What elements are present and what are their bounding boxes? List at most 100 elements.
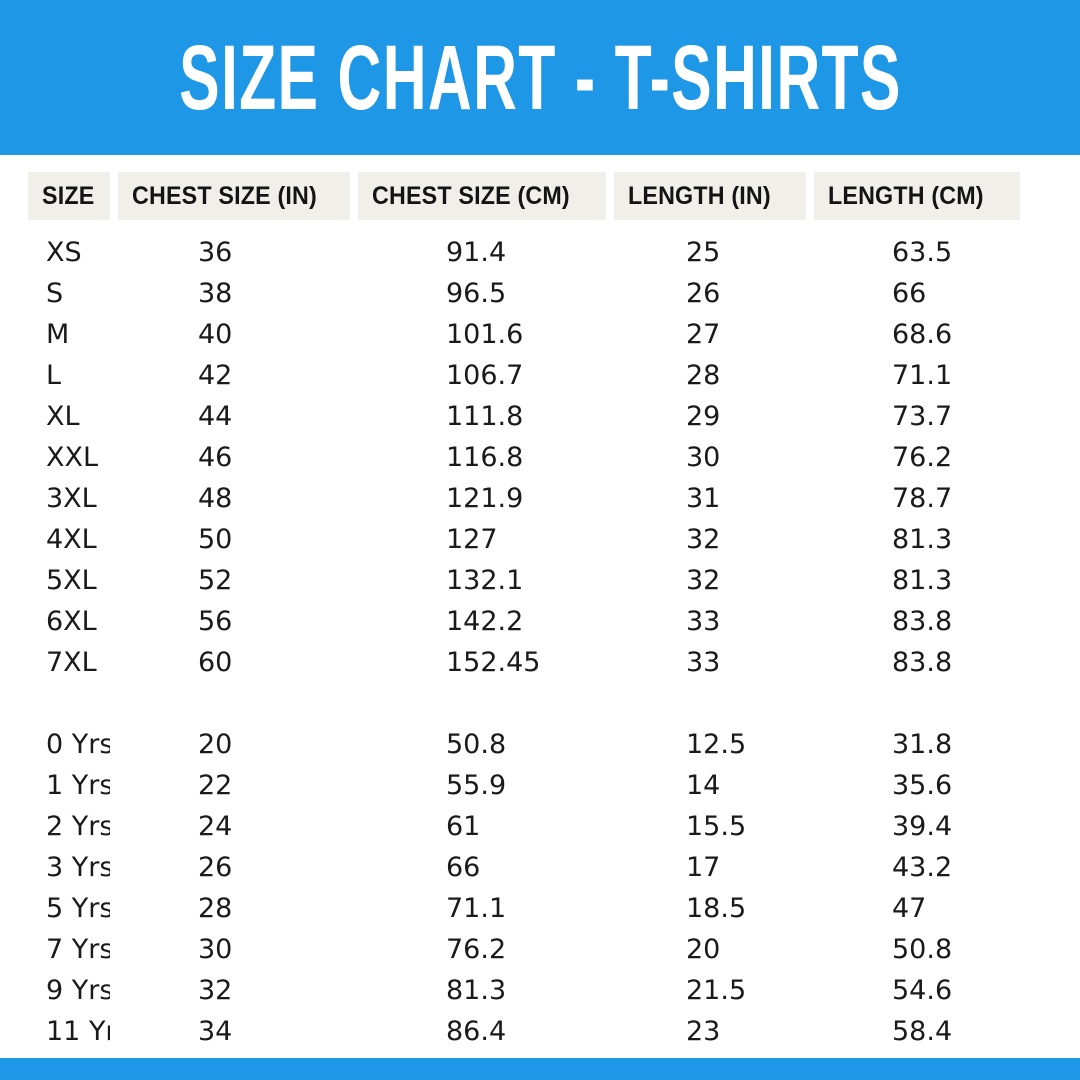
cell-length_cm: 39.4 bbox=[892, 813, 953, 840]
cell-chest_cm: 127 bbox=[446, 526, 498, 553]
cell-chest_in: 40 bbox=[198, 321, 233, 348]
cell-chest_cm: 71.1 bbox=[446, 895, 507, 922]
cell-length_cm: 58.4 bbox=[892, 1018, 953, 1045]
cell-length_in: 31 bbox=[686, 485, 721, 512]
cell-length_in: 28 bbox=[686, 362, 721, 389]
table-row: M 40 101.6 27 68.6 bbox=[28, 314, 1052, 355]
cell-length_in: 25 bbox=[686, 239, 721, 266]
table-row: 1 Yrs 22 55.9 14 35.6 bbox=[28, 765, 1052, 806]
cell-length_in: 26 bbox=[686, 280, 721, 307]
cell-length_in: 32 bbox=[686, 526, 721, 553]
cell-chest_in: 38 bbox=[198, 280, 233, 307]
cell-size: 3 Yrs bbox=[46, 854, 110, 881]
cell-size: XS bbox=[46, 239, 82, 266]
cell-length_in: 14 bbox=[686, 772, 721, 799]
table-row: 5 Yrs 28 71.1 18.5 47 bbox=[28, 888, 1052, 929]
table-row: XXL 46 116.8 30 76.2 bbox=[28, 437, 1052, 478]
table-body: XS 36 91.4 25 63.5 S 38 96.5 26 66 M 40 101.6 27 68.6 L… bbox=[28, 232, 1052, 1052]
column-header-chest-in: CHEST SIZE (IN) bbox=[118, 172, 350, 220]
table-row: 7 Yrs 30 76.2 20 50.8 bbox=[28, 929, 1052, 970]
table-row: L 42 106.7 28 71.1 bbox=[28, 355, 1052, 396]
cell-length_cm: 68.6 bbox=[892, 321, 953, 348]
cell-chest_in: 34 bbox=[198, 1018, 233, 1045]
cell-size: XXL bbox=[46, 444, 99, 471]
cell-chest_cm: 101.6 bbox=[446, 321, 524, 348]
section-spacer bbox=[28, 683, 1052, 724]
table-row: 0 Yrs 20 50.8 12.5 31.8 bbox=[28, 724, 1052, 765]
cell-size: 6XL bbox=[46, 608, 97, 635]
cell-length_cm: 78.7 bbox=[892, 485, 953, 512]
cell-chest_cm: 116.8 bbox=[446, 444, 524, 471]
cell-size: 5 Yrs bbox=[46, 895, 110, 922]
cell-chest_in: 36 bbox=[198, 239, 233, 266]
cell-chest_in: 24 bbox=[198, 813, 233, 840]
cell-size: 4XL bbox=[46, 526, 97, 553]
table-row: XL 44 111.8 29 73.7 bbox=[28, 396, 1052, 437]
cell-chest_cm: 55.9 bbox=[446, 772, 507, 799]
table-row: 4XL 50 127 32 81.3 bbox=[28, 519, 1052, 560]
cell-length_cm: 81.3 bbox=[892, 526, 953, 553]
cell-size: 7XL bbox=[46, 649, 97, 676]
cell-length_in: 32 bbox=[686, 567, 721, 594]
column-header-length-cm: LENGTH (CM) bbox=[814, 172, 1020, 220]
cell-chest_cm: 152.45 bbox=[446, 649, 541, 676]
cell-length_in: 21.5 bbox=[686, 977, 747, 1004]
cell-length_in: 30 bbox=[686, 444, 721, 471]
cell-length_in: 29 bbox=[686, 403, 721, 430]
table-row: 5XL 52 132.1 32 81.3 bbox=[28, 560, 1052, 601]
cell-size: S bbox=[46, 280, 64, 307]
cell-length_in: 27 bbox=[686, 321, 721, 348]
cell-size: 7 Yrs bbox=[46, 936, 110, 963]
cell-length_cm: 73.7 bbox=[892, 403, 953, 430]
cell-size: L bbox=[46, 362, 62, 389]
cell-length_cm: 83.8 bbox=[892, 608, 953, 635]
cell-length_cm: 50.8 bbox=[892, 936, 953, 963]
cell-chest_in: 50 bbox=[198, 526, 233, 553]
page-title: SIZE CHART - T-SHIRTS bbox=[178, 26, 902, 129]
cell-length_cm: 81.3 bbox=[892, 567, 953, 594]
cell-size: M bbox=[46, 321, 70, 348]
cell-length_cm: 76.2 bbox=[892, 444, 953, 471]
table-row: 2 Yrs 24 61 15.5 39.4 bbox=[28, 806, 1052, 847]
cell-length_cm: 66 bbox=[892, 280, 927, 307]
cell-chest_in: 60 bbox=[198, 649, 233, 676]
cell-chest_in: 22 bbox=[198, 772, 233, 799]
column-header-length-in: LENGTH (IN) bbox=[614, 172, 806, 220]
cell-length_in: 15.5 bbox=[686, 813, 747, 840]
cell-chest_in: 52 bbox=[198, 567, 233, 594]
cell-chest_cm: 86.4 bbox=[446, 1018, 507, 1045]
cell-size: XL bbox=[46, 403, 80, 430]
cell-chest_cm: 111.8 bbox=[446, 403, 524, 430]
cell-size: 3XL bbox=[46, 485, 97, 512]
table-row: S 38 96.5 26 66 bbox=[28, 273, 1052, 314]
column-header-chest-cm: CHEST SIZE (CM) bbox=[358, 172, 606, 220]
cell-size: 2 Yrs bbox=[46, 813, 110, 840]
cell-length_cm: 63.5 bbox=[892, 239, 953, 266]
cell-length_in: 17 bbox=[686, 854, 721, 881]
table-row: 3XL 48 121.9 31 78.7 bbox=[28, 478, 1052, 519]
cell-chest_cm: 61 bbox=[446, 813, 481, 840]
cell-chest_cm: 91.4 bbox=[446, 239, 507, 266]
title-bar: SIZE CHART - T-SHIRTS bbox=[0, 0, 1080, 155]
cell-chest_in: 56 bbox=[198, 608, 233, 635]
cell-chest_cm: 142.2 bbox=[446, 608, 524, 635]
column-header-size-label: SIZE bbox=[42, 181, 95, 210]
cell-chest_cm: 76.2 bbox=[446, 936, 507, 963]
cell-length_cm: 83.8 bbox=[892, 649, 953, 676]
size-table: SIZE CHEST SIZE (IN) CHEST SIZE (CM) LEN… bbox=[0, 155, 1080, 1058]
cell-length_cm: 31.8 bbox=[892, 731, 953, 758]
cell-size: 1 Yrs bbox=[46, 772, 110, 799]
column-header-size: SIZE bbox=[28, 172, 110, 220]
cell-chest_in: 26 bbox=[198, 854, 233, 881]
cell-chest_cm: 50.8 bbox=[446, 731, 507, 758]
table-row: XS 36 91.4 25 63.5 bbox=[28, 232, 1052, 273]
cell-chest_in: 28 bbox=[198, 895, 233, 922]
cell-length_in: 33 bbox=[686, 608, 721, 635]
cell-length_cm: 71.1 bbox=[892, 362, 953, 389]
column-header-length-in-label: LENGTH (IN) bbox=[628, 181, 771, 210]
table-row: 6XL 56 142.2 33 83.8 bbox=[28, 601, 1052, 642]
cell-chest_in: 20 bbox=[198, 731, 233, 758]
table-row: 7XL 60 152.45 33 83.8 bbox=[28, 642, 1052, 683]
cell-length_in: 23 bbox=[686, 1018, 721, 1045]
